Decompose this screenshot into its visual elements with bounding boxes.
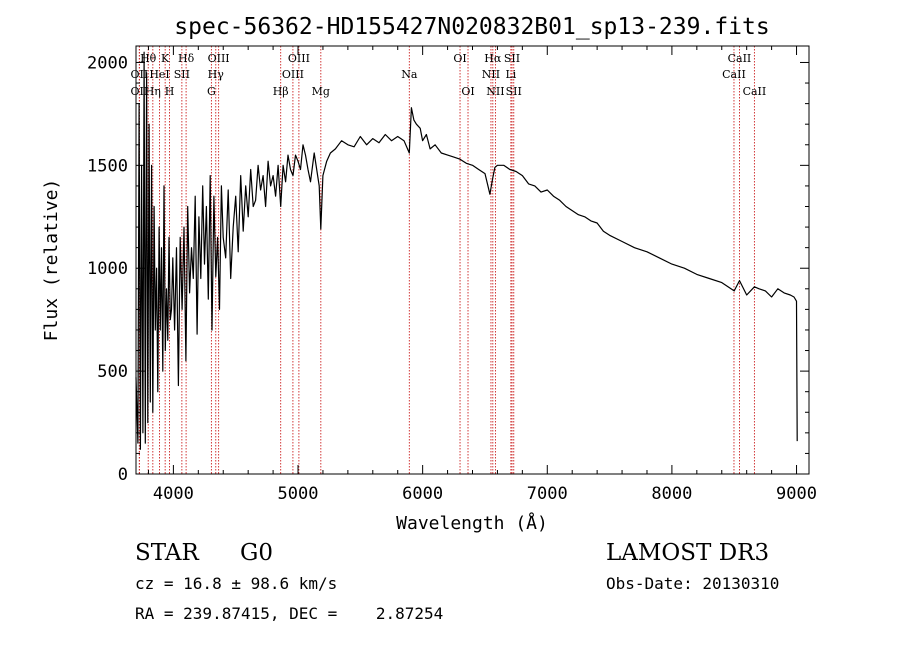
- y-tick-label: 1000: [87, 259, 128, 279]
- marker-label-14: OIII: [282, 68, 304, 81]
- marker-label-3: Hη: [145, 85, 161, 98]
- x-tick-label: 8000: [651, 484, 692, 504]
- marker-label-4: HeI: [149, 68, 169, 81]
- marker-label-20: NII: [482, 68, 500, 81]
- plot-frame: [135, 45, 810, 475]
- redshift-line: cz = 16.8 ± 98.6 km/s: [135, 574, 338, 593]
- object-subclass: G0: [240, 540, 274, 566]
- marker-label-16: Na: [401, 68, 418, 81]
- chart-title: spec-56362-HD155427N020832B01_sp13-239.f…: [174, 14, 769, 40]
- x-axis-label: Wavelength (Å): [396, 512, 548, 534]
- y-tick-label: 1500: [87, 156, 128, 176]
- marker-label-26: CaII: [722, 68, 746, 81]
- marker-label-8: Hδ: [178, 52, 195, 65]
- object-class: STAR: [135, 540, 199, 566]
- y-axis-label: Flux (relative): [41, 179, 62, 342]
- marker-label-6: SII: [174, 68, 190, 81]
- marker-label-9: OIII: [208, 52, 230, 65]
- spectrum-chart: spec-56362-HD155427N020832B01_sp13-239.f…: [41, 14, 817, 534]
- survey-name: LAMOST DR3: [606, 540, 770, 566]
- x-tick-label: 4000: [153, 484, 194, 504]
- x-tick-label: 5000: [278, 484, 319, 504]
- marker-label-21: NII: [486, 85, 504, 98]
- coordinates: RA = 239.87415, DEC = 2.87254: [135, 604, 444, 623]
- marker-label-7: H: [165, 85, 175, 98]
- marker-label-12: Hβ: [273, 85, 289, 98]
- marker-label-5: K: [161, 52, 170, 65]
- y-tick-label: 500: [97, 362, 128, 382]
- x-axis-ticks: 4000 5000 6000 7000 8000 9000: [147, 46, 817, 504]
- y-axis-ticks: 0 500 1000 1500 2000: [87, 53, 809, 485]
- marker-label-19: Hα: [484, 52, 502, 65]
- marker-label-23: Li: [505, 68, 516, 81]
- marker-label-22: SII: [504, 52, 520, 65]
- x-tick-label: 7000: [527, 484, 568, 504]
- y-tick-label: 2000: [87, 53, 128, 73]
- marker-label-13: OIII: [288, 52, 310, 65]
- x-tick-label: 9000: [776, 484, 817, 504]
- observation-date: Obs-Date: 20130310: [606, 574, 780, 593]
- marker-label-27: CaII: [743, 85, 767, 98]
- marker-label-1: OII: [131, 68, 149, 81]
- marker-label-17: OI: [453, 52, 466, 65]
- y-tick-label: 0: [118, 465, 128, 485]
- spectrum-series-line: [135, 51, 798, 450]
- marker-label-25: CaII: [728, 52, 752, 65]
- marker-label-15: Mg: [312, 85, 330, 98]
- marker-label-10: Hγ: [208, 68, 225, 81]
- marker-label-0: Hθ: [140, 52, 157, 65]
- marker-label-24: SII: [506, 85, 522, 98]
- x-tick-label: 6000: [402, 484, 443, 504]
- marker-label-18: OI: [461, 85, 474, 98]
- marker-label-11: G: [207, 85, 216, 98]
